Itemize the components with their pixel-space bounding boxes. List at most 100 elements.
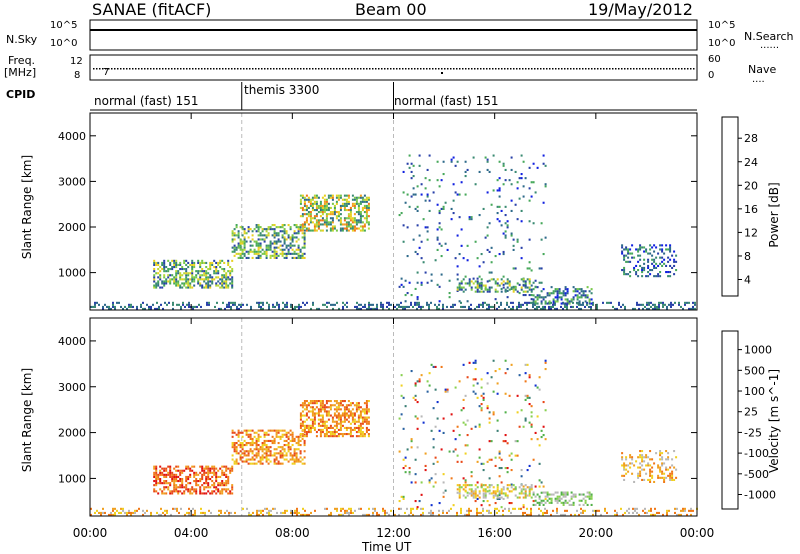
echo-pixel	[257, 250, 260, 253]
echo-pixel	[502, 250, 505, 253]
echo-pixel	[167, 486, 170, 489]
echo-pixel	[309, 221, 312, 224]
echo-pixel	[568, 499, 571, 502]
echo-pixel	[584, 296, 587, 299]
echo-pixel	[325, 225, 328, 228]
echo-pixel	[323, 202, 326, 205]
echo-pixel	[258, 305, 260, 308]
echo-pixel	[245, 232, 248, 235]
echo-pixel	[498, 492, 501, 495]
echo-pixel	[367, 408, 370, 411]
echo-pixel	[195, 484, 198, 487]
echo-pixel	[532, 162, 535, 165]
echo-pixel	[604, 507, 606, 510]
echo-pixel	[209, 280, 212, 283]
echo-pixel	[432, 462, 435, 465]
echo-pixel	[544, 368, 547, 371]
echo-pixel	[476, 290, 479, 293]
echo-pixel	[313, 418, 316, 421]
echo-pixel	[189, 286, 192, 289]
echo-pixel	[462, 477, 465, 480]
echo-pixel	[210, 511, 212, 514]
echo-pixel	[534, 191, 537, 194]
echo-pixel	[197, 480, 200, 483]
echo-pixel	[169, 490, 172, 493]
echo-pixel	[343, 406, 346, 409]
echo-pixel	[540, 302, 543, 305]
echo-pixel	[177, 282, 180, 285]
echo-pixel	[502, 486, 505, 489]
freq-point	[393, 68, 395, 70]
freq-point	[615, 68, 617, 70]
echo-pixel	[291, 444, 294, 447]
echo-pixel	[646, 511, 648, 514]
echo-pixel	[632, 507, 634, 510]
echo-pixel	[480, 409, 483, 412]
freq-point	[312, 68, 314, 70]
echo-pixel	[209, 263, 212, 266]
echo-pixel	[327, 209, 330, 212]
echo-pixel	[303, 234, 306, 237]
echo-pixel	[658, 303, 660, 306]
echo-pixel	[157, 492, 160, 495]
echo-pixel	[414, 415, 417, 418]
echo-pixel	[161, 263, 164, 266]
echo-pixel	[201, 261, 204, 264]
echo-pixel	[588, 300, 591, 303]
echo-pixel	[645, 456, 648, 459]
echo-pixel	[649, 474, 652, 477]
freq-point	[450, 68, 452, 70]
echo-pixel	[582, 493, 585, 496]
echo-pixel	[273, 437, 276, 440]
echo-pixel	[582, 294, 585, 297]
echo-pixel	[201, 467, 204, 470]
echo-pixel	[621, 458, 624, 461]
echo-pixel	[359, 213, 362, 216]
echo-pixel	[325, 217, 328, 220]
echo-pixel	[442, 160, 445, 163]
echo-pixel	[528, 187, 531, 190]
echo-pixel	[205, 276, 208, 279]
echo-pixel	[353, 196, 356, 199]
echo-pixel	[651, 254, 654, 257]
echo-pixel	[175, 478, 178, 481]
echo-pixel	[114, 307, 116, 310]
echo-pixel	[402, 495, 405, 498]
echo-pixel	[225, 276, 228, 279]
echo-pixel	[588, 493, 591, 496]
echo-pixel	[155, 471, 158, 474]
echo-pixel	[325, 435, 328, 438]
echo-pixel	[239, 240, 242, 243]
echo-pixel	[165, 467, 168, 470]
echo-pixel	[340, 513, 342, 516]
echo-pixel	[233, 250, 236, 253]
echo-pixel	[494, 290, 497, 293]
echo-pixel	[297, 244, 300, 247]
echo-pixel	[345, 217, 348, 220]
echo-pixel	[492, 490, 495, 493]
colorbar-tick-label: 100	[744, 385, 765, 398]
echo-pixel	[120, 305, 122, 308]
echo-pixel	[305, 229, 308, 232]
echo-pixel	[442, 491, 445, 494]
echo-pixel	[267, 228, 270, 231]
echo-pixel	[259, 232, 262, 235]
echo-pixel	[323, 435, 326, 438]
echo-pixel	[313, 229, 316, 232]
nsearch-dots: ......	[760, 40, 780, 51]
echo-pixel	[604, 509, 606, 512]
echo-pixel	[342, 507, 344, 510]
echo-pixel	[651, 269, 654, 272]
echo-pixel	[185, 278, 188, 281]
echo-pixel	[303, 439, 306, 442]
freq-point	[129, 68, 131, 70]
echo-pixel	[231, 278, 234, 281]
echo-pixel	[299, 254, 302, 257]
echo-pixel	[315, 435, 318, 438]
echo-pixel	[223, 261, 226, 264]
echo-pixel	[319, 418, 322, 421]
echo-pixel	[639, 474, 642, 477]
echo-pixel	[572, 290, 575, 293]
echo-pixel	[622, 303, 624, 306]
echo-pixel	[214, 305, 216, 308]
